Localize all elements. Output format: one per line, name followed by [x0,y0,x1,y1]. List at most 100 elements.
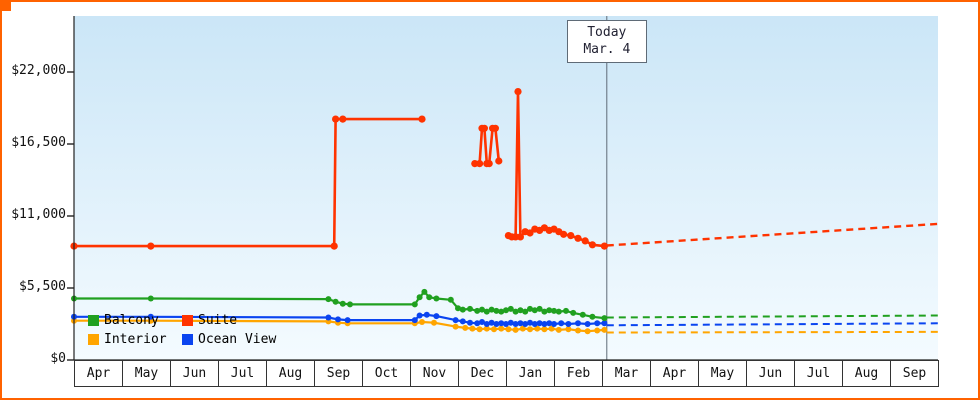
series-ocean-view-point [503,321,509,327]
series-balcony-point [447,296,454,303]
series-suite-point [476,160,484,168]
series-interior-point [431,319,437,326]
series-ocean-view-point [423,311,430,318]
series-balcony-point [488,306,495,313]
series-suite-forecast-line [606,222,939,247]
month-label-1-may: May [123,360,171,387]
series-ocean-view-point [584,321,591,327]
series-interior-point [548,325,555,332]
month-label-5-sep: Sep [315,360,363,387]
legend: Balcony Suite Interior Ocean View [88,312,276,347]
series-balcony [71,288,939,322]
series-interior-point [498,325,505,332]
series-interior-point [462,324,469,331]
series-ocean-view-point [527,319,533,326]
series-balcony-point [503,307,509,314]
series-ocean-view-point [416,312,423,319]
series-balcony-point [527,305,533,312]
series-interior-point [469,325,476,332]
y-tick-label: $5,500 [19,279,66,294]
series-ocean-view-point [565,321,572,327]
series-balcony-point [483,308,490,315]
series-interior-point [419,319,425,325]
series-ocean-view-point [433,313,440,320]
series-balcony-forecast-line [606,314,939,319]
series-interior-forecast-line [606,330,939,334]
corner-decoration [2,2,11,11]
series-balcony-point [455,305,461,312]
series-balcony-point [474,307,481,314]
series-interior-point [476,326,483,333]
legend-label-interior: Interior [104,331,167,347]
series-balcony-point [498,308,505,315]
series-balcony-point [479,306,485,313]
series-balcony-point [546,307,553,314]
month-label-9-jan: Jan [507,360,555,387]
series-ocean-view-point [452,317,459,324]
month-label-12-apr: Apr [651,360,699,387]
month-label-6-oct: Oct [363,360,411,387]
series-ocean-view-point [522,321,529,327]
series-ocean-view-point [147,313,154,320]
legend-item-ocean-view: Ocean View [182,331,276,347]
series-interior-point [534,325,541,332]
series-ocean-view-point [558,320,565,327]
series-balcony-point [589,313,596,320]
series-ocean-view-point [507,319,514,326]
series-ocean-view-point [474,320,481,327]
month-label-13-may: May [699,360,747,387]
series-ocean-view-point [488,319,495,326]
series-ocean-view-point [479,319,485,325]
month-label-16-aug: Aug [843,360,891,387]
series-suite-point [491,124,499,132]
series-suite-point [495,157,503,165]
series-balcony-point [411,301,418,308]
plot-background [74,16,938,360]
suite-swatch [182,314,193,326]
series-balcony-point [517,307,524,314]
series-balcony-point [541,308,548,315]
series-interior-point [575,327,581,334]
series-suite-point [330,242,338,250]
series-suite-point [514,88,522,96]
month-label-17-sep: Sep [891,360,939,387]
series-balcony-point [507,305,514,312]
month-label-15-jul: Jul [795,360,843,387]
series-ocean-view-point [344,317,351,324]
legend-label-balcony: Balcony [104,312,159,328]
series-suite [70,88,939,250]
month-label-14-jun: Jun [747,360,795,387]
series-balcony-point [551,307,557,314]
series-balcony-point [325,296,332,303]
month-label-4-aug: Aug [267,360,315,387]
series-interior-point [594,327,601,334]
y-tick-label: $0 [50,351,66,366]
series-ocean-view-point [498,320,505,327]
series-ocean-view-point [325,314,332,321]
series-balcony-point [570,309,577,316]
series-ocean-view-point [335,316,341,323]
series-suite-point [480,124,488,132]
y-tick-label: $16,500 [11,135,66,150]
series-ocean-view-point [467,319,473,326]
series-balcony-point [147,295,154,302]
series-ocean-view-point [493,321,500,327]
series-balcony-point [332,298,339,305]
series-balcony-point [339,300,346,307]
month-row: Apr May Jun Jul Aug Sep Oct Nov Dec Jan Feb Mar Apr M… [74,360,939,387]
series-suite-point [147,242,155,250]
series-ocean-view-point [531,321,538,327]
series-interior-point [601,326,608,333]
month-label-7-nov: Nov [411,360,459,387]
legend-item-suite: Suite [182,312,276,328]
series-ocean-view-point [546,320,553,327]
series-ocean-view-point [512,321,519,327]
series-balcony-point [601,315,608,322]
series-balcony-point [459,306,466,313]
series-ocean-view-point [575,320,581,327]
series-interior-point [555,326,562,333]
today-label-line2: Mar. 4 [583,42,631,57]
series-balcony-point [421,288,428,295]
